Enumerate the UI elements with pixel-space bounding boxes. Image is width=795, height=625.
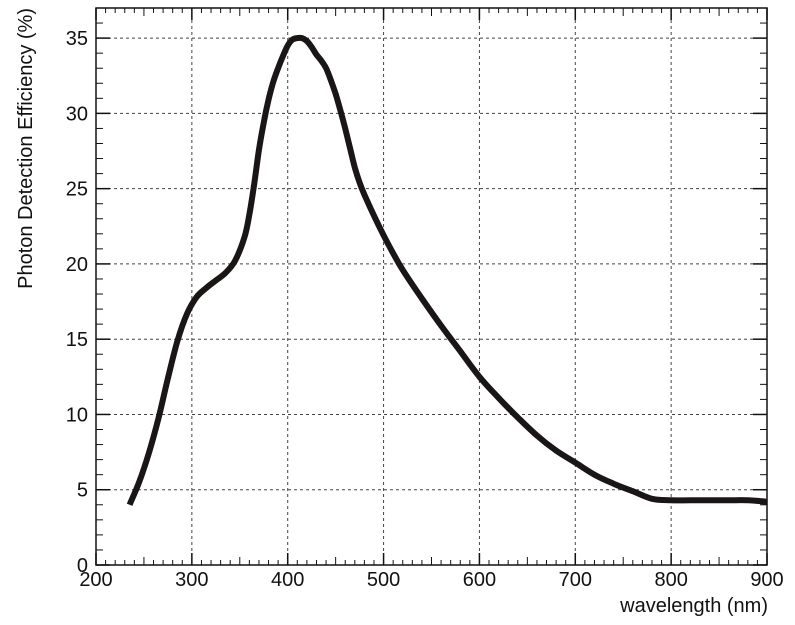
y-tick-label: 0 [77, 555, 88, 577]
pde-curve [126, 34, 768, 506]
x-axis-title: wavelength (nm) [619, 595, 768, 617]
y-tick-label: 15 [66, 329, 88, 351]
axis-ticks [95, 7, 768, 566]
x-tick-label: 200 [79, 569, 112, 591]
x-tick-label: 500 [367, 569, 400, 591]
plot-frame [95, 7, 768, 566]
tick-labels: 200 300 400 500 600 700 800 900 0 5 10 15 20 25 30 35 [66, 28, 784, 591]
y-tick-label: 20 [66, 254, 88, 276]
grid [96, 8, 767, 565]
x-tick-label: 400 [271, 569, 304, 591]
y-tick-label: 25 [66, 179, 88, 201]
x-tick-label: 700 [559, 569, 592, 591]
y-tick-label: 10 [66, 404, 88, 426]
x-tick-label: 300 [175, 569, 208, 591]
y-tick-label: 35 [66, 28, 88, 50]
x-tick-label: 800 [654, 569, 687, 591]
series-layer [126, 34, 768, 506]
y-tick-label: 5 [77, 480, 88, 502]
y-axis-title: Photon Detection Efficiency (%) [15, 8, 37, 289]
y-tick-label: 30 [66, 103, 88, 125]
x-tick-label: 900 [750, 569, 783, 591]
x-tick-label: 600 [463, 569, 496, 591]
